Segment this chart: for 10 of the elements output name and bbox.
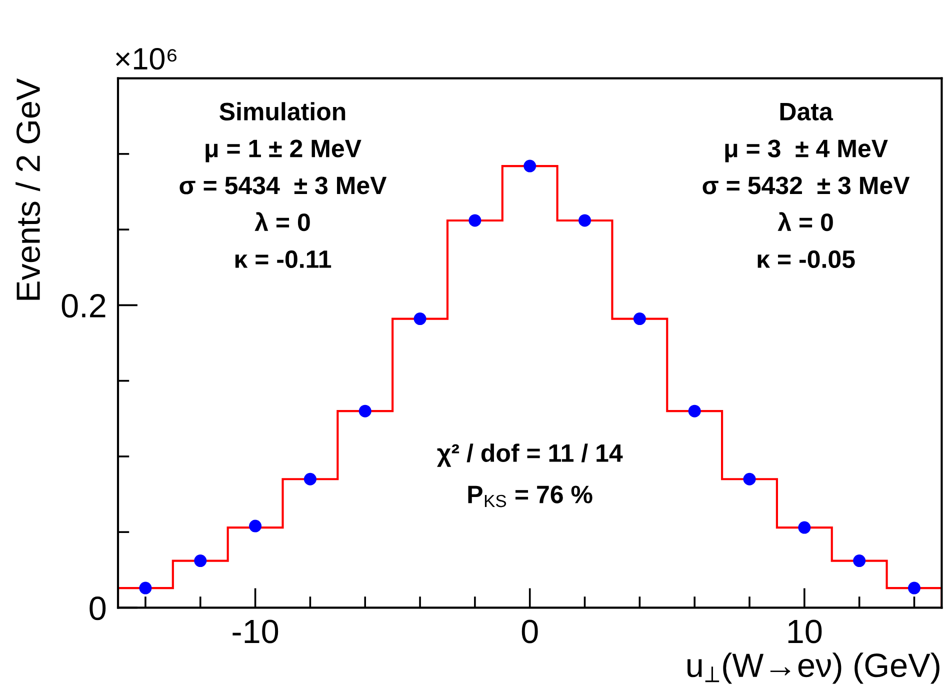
y-axis-title: Events / 2 GeV bbox=[16, 78, 40, 300]
annotation: χ² / dof = 11 / 14 P$_{KS}$ = 76 % bbox=[437, 444, 623, 508]
x-tick-label: 0 bbox=[522, 620, 538, 644]
x-axis-title: u$_{⊥}$(W→eν) (GeV) bbox=[688, 652, 940, 684]
annotation: Simulation μ = 1 ± 2 MeV σ = 5434 ± 3 MeV λ = 0 κ = -0.11 bbox=[180, 102, 387, 268]
text: ×10⁶ bbox=[116, 48, 176, 70]
x-tick-label: -10 bbox=[232, 620, 278, 644]
y-tick-label: 0.2 bbox=[62, 294, 106, 318]
annotation: Data μ = 3 ± 4 MeV σ = 5432 ± 3 MeV λ = 0 κ = -0.05 bbox=[702, 103, 910, 268]
x-tick-label: 10 bbox=[788, 620, 822, 644]
